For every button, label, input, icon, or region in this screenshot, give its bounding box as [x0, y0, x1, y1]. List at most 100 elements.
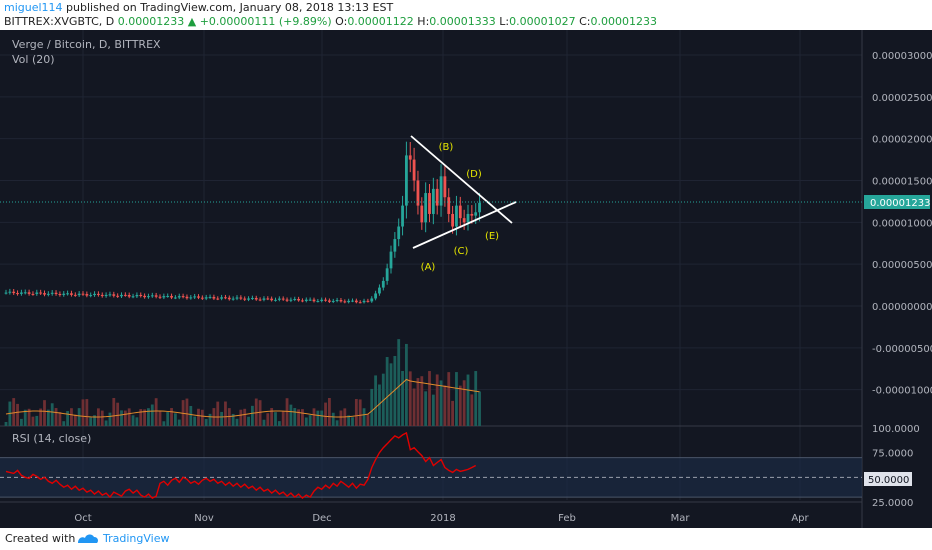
- author-link[interactable]: miguel114: [4, 1, 63, 14]
- candle-body: [170, 295, 173, 298]
- volume-bar: [239, 409, 243, 426]
- candle-body: [358, 302, 362, 304]
- volume-bar: [320, 410, 324, 426]
- time-axis: Oct Nov Dec 2018 Feb Mar Apr: [74, 513, 809, 524]
- candle-body: [70, 293, 73, 295]
- candle-body: [374, 293, 377, 299]
- volume-ma-line: [5, 378, 480, 418]
- volume-bar: [277, 421, 281, 426]
- candle-body: [466, 213, 470, 223]
- candle-body: [4, 292, 8, 294]
- candle-body: [247, 298, 250, 300]
- candle-body: [270, 298, 274, 301]
- volume-bar: [251, 405, 254, 426]
- volume-bar: [4, 422, 8, 426]
- candle-body: [354, 300, 358, 303]
- volume-bar: [412, 388, 416, 426]
- volume-bar: [420, 376, 424, 426]
- wave-label: (C): [454, 246, 469, 257]
- candle-body: [366, 300, 370, 302]
- volume-bar: [347, 415, 351, 426]
- volume-bar: [447, 372, 451, 426]
- open-label: O:: [335, 15, 348, 28]
- candle-body: [258, 299, 262, 301]
- volume-bar: [328, 398, 331, 426]
- volume-bar: [220, 411, 223, 426]
- candle-body: [289, 299, 293, 301]
- candle-body: [281, 298, 285, 300]
- wave-labels: (A) (B) (C) (D) (E): [421, 142, 499, 273]
- candle-body: [97, 293, 100, 295]
- volume-bar: [54, 408, 58, 426]
- candle-body: [62, 293, 66, 295]
- volume-bar: [439, 380, 443, 426]
- chart-canvas[interactable]: (A)(B)(C)(D)(E) 0.000030000.000025000.00…: [0, 30, 932, 528]
- time-tick-label: Nov: [194, 513, 214, 524]
- candle-body: [285, 299, 289, 301]
- volume-bar: [39, 408, 43, 426]
- candle-body: [193, 296, 197, 298]
- candle-body: [8, 291, 12, 293]
- candle-body: [174, 297, 177, 299]
- rsi-tick-label: 100.0000: [872, 424, 920, 435]
- volume-bar: [274, 412, 277, 426]
- volume-bar: [120, 410, 123, 426]
- volume-bar: [193, 416, 197, 426]
- volume-bar: [85, 399, 89, 426]
- price-tick-label: -0.00001000: [872, 386, 932, 397]
- candle-body: [39, 292, 43, 294]
- candle-body: [150, 295, 154, 297]
- candle-body: [385, 268, 389, 281]
- volume-bar: [308, 415, 312, 426]
- volume-bar: [73, 414, 77, 426]
- time-tick-label: Oct: [74, 513, 91, 524]
- volume-bar: [470, 394, 474, 426]
- candle-body: [50, 292, 54, 294]
- volume-bar: [358, 399, 362, 426]
- candle-body: [166, 295, 170, 297]
- volume-bar: [243, 408, 247, 426]
- volume-bar: [12, 398, 16, 426]
- volume-bar: [304, 417, 308, 426]
- volume-bar: [405, 343, 408, 426]
- volume-bar: [50, 403, 54, 426]
- candle-body: [31, 293, 35, 295]
- candle-body: [12, 291, 16, 294]
- candle-body: [339, 300, 343, 302]
- volume-bar: [20, 418, 23, 426]
- rsi-tick-label: 25.0000: [872, 498, 913, 509]
- candle-body: [200, 297, 204, 299]
- candle-body: [478, 202, 481, 213]
- chart-title: Verge / Bitcoin, D, BITTREX: [12, 38, 161, 51]
- candle-body: [324, 299, 327, 301]
- candle-body: [224, 297, 227, 299]
- volume-bar: [116, 402, 120, 426]
- volume-bar: [416, 378, 420, 426]
- created-with-label: Created with: [5, 532, 76, 545]
- high-value: 0.00001333: [429, 15, 496, 28]
- rsi-current-tag-text: 50.0000: [868, 475, 909, 486]
- price-tick-label: 0.00000500: [872, 260, 932, 271]
- volume-bar: [89, 417, 93, 426]
- tradingview-link[interactable]: TradingView: [103, 532, 170, 545]
- candle-body: [158, 296, 162, 298]
- rsi-current-tag: [864, 472, 912, 486]
- volume-bar: [81, 399, 85, 426]
- candle-body: [112, 294, 116, 296]
- candle-body: [204, 297, 208, 299]
- time-tick-label: Feb: [558, 513, 576, 524]
- upper-trendline[interactable]: [410, 135, 513, 224]
- lower-trendline[interactable]: [412, 201, 517, 249]
- volume-bar: [331, 412, 335, 426]
- volume-bar: [231, 413, 235, 426]
- volume-bar: [104, 420, 108, 426]
- price-change: +0.00000111 (+9.89%): [199, 15, 332, 28]
- grid-lines: [0, 30, 862, 503]
- candle-body: [408, 155, 412, 160]
- volume-bar: [216, 401, 220, 426]
- time-tick-label: Mar: [671, 513, 691, 524]
- last-price-tag-text: 0.00001233: [870, 198, 930, 209]
- candle-body: [262, 298, 266, 300]
- volume-bar: [397, 339, 401, 426]
- candle-body: [458, 205, 462, 219]
